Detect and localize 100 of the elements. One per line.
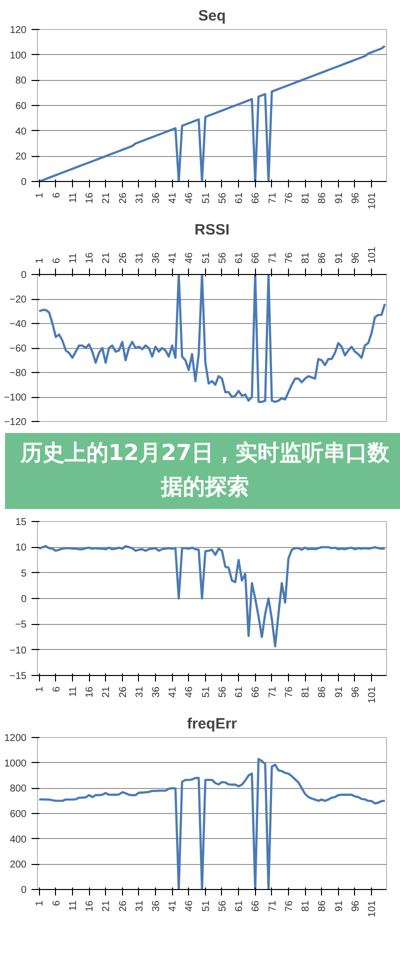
x-tick-label: 71 [267,192,278,204]
x-tick-label: 11 [68,252,79,264]
x-tick-label: 61 [234,192,246,204]
x-tick-label: 66 [250,252,262,264]
x-tick-label: 81 [300,686,312,698]
y-tick-label: −60 [10,344,27,354]
y-tick-label: −80 [10,368,27,379]
y-tick-label: 0 [20,177,27,188]
x-tick-label: 56 [217,900,228,912]
x-tick-label: 76 [284,900,295,912]
x-tick-label: 36 [150,686,162,698]
chart-title: freqErr [186,716,238,732]
x-tick-label: 56 [217,252,228,264]
x-tick-label: 51 [200,252,212,264]
x-tick-label: 6 [51,258,62,264]
x-tick-label: 31 [134,252,146,264]
x-tick-label: 61 [234,252,246,264]
x-tick-label: 66 [250,686,262,698]
x-tick-label: 31 [134,192,146,204]
x-tick-label: 26 [118,252,129,264]
y-tick-label: 80 [15,76,27,87]
x-tick-label: 26 [118,192,129,204]
chart-title: RSSI [194,222,230,238]
x-tick-label: 6 [51,192,62,198]
x-tick-label: 51 [200,900,212,912]
x-tick-label: 41 [168,686,179,698]
x-tick-label: 76 [284,252,295,264]
x-tick-label: 26 [118,686,129,698]
x-tick-label: 91 [334,900,345,912]
y-tick-label: 1200 [4,733,27,744]
x-tick-label: 76 [284,192,295,204]
x-tick-label: 11 [68,686,79,697]
y-tick-label: 60 [15,101,27,112]
x-tick-label: 66 [250,900,262,912]
y-tick-label: 100 [10,50,27,62]
x-tick-label: 41 [168,252,179,264]
x-tick-label: 91 [334,192,345,204]
y-tick-label: 15 [15,517,27,528]
x-tick-label: 46 [184,900,196,912]
y-tick-label: 5 [20,568,27,580]
x-tick-label: 21 [101,686,112,698]
x-tick-label: 76 [284,686,295,698]
y-tick-label: −20 [10,294,27,306]
x-tick-label: 11 [68,192,79,203]
x-tick-label: 36 [150,252,162,264]
y-tick-label: 0 [20,594,27,605]
x-tick-label: 66 [250,192,262,204]
x-tick-label: 6 [51,900,62,906]
x-tick-label: 16 [84,900,96,912]
x-tick-label: 21 [101,252,112,264]
x-tick-label: 11 [68,900,79,911]
x-tick-label: 86 [317,192,328,204]
x-tick-label: 96 [350,686,362,698]
x-tick-label: 101 [367,686,378,704]
x-tick-label: 61 [234,900,246,912]
x-tick-label: 46 [184,192,196,204]
x-tick-label: 71 [267,252,278,264]
x-tick-label: 36 [150,900,162,912]
x-tick-label: 81 [300,252,312,264]
x-tick-label: 36 [150,192,162,204]
x-tick-label: 16 [84,252,96,264]
y-tick-label: −5 [15,620,27,631]
y-tick-label: −40 [10,319,27,330]
y-tick-label: 10 [15,542,27,554]
y-tick-label: −10 [10,645,27,656]
x-tick-label: 71 [267,900,278,912]
x-tick-label: 51 [200,192,212,204]
x-tick-label: 1 [34,686,46,692]
x-tick-label: 81 [300,192,312,204]
y-tick-label: 120 [10,25,27,36]
y-tick-label: 0 [20,885,27,896]
y-tick-label: 0 [20,270,27,281]
x-tick-label: 21 [101,192,112,204]
y-tick-label: 40 [15,126,27,138]
x-tick-label: 56 [217,192,228,204]
x-tick-label: 101 [367,900,378,918]
y-tick-label: 20 [15,152,27,163]
x-tick-label: 31 [134,686,146,698]
x-tick-label: 46 [184,252,196,264]
x-tick-label: 96 [350,192,362,204]
x-tick-label: 81 [300,900,312,912]
x-tick-label: 31 [134,900,146,912]
line-series [38,44,386,182]
y-tick-label: −120 [4,417,27,428]
x-tick-label: 1 [34,258,46,264]
x-tick-label: 41 [168,192,179,204]
x-tick-label: 1 [34,900,46,906]
x-tick-label: 61 [234,686,246,698]
x-tick-label: 51 [200,686,212,698]
x-tick-label: 46 [184,686,196,698]
x-tick-label: 1 [34,192,46,198]
y-tick-label: 600 [10,809,27,820]
line-series [38,758,386,890]
line-series [38,545,386,648]
x-tick-label: 101 [367,192,378,210]
x-tick-label: 16 [84,192,96,204]
x-tick-label: 56 [217,686,228,698]
x-tick-label: 91 [334,686,345,698]
x-tick-label: 86 [317,900,328,912]
x-tick-label: 96 [350,252,362,264]
